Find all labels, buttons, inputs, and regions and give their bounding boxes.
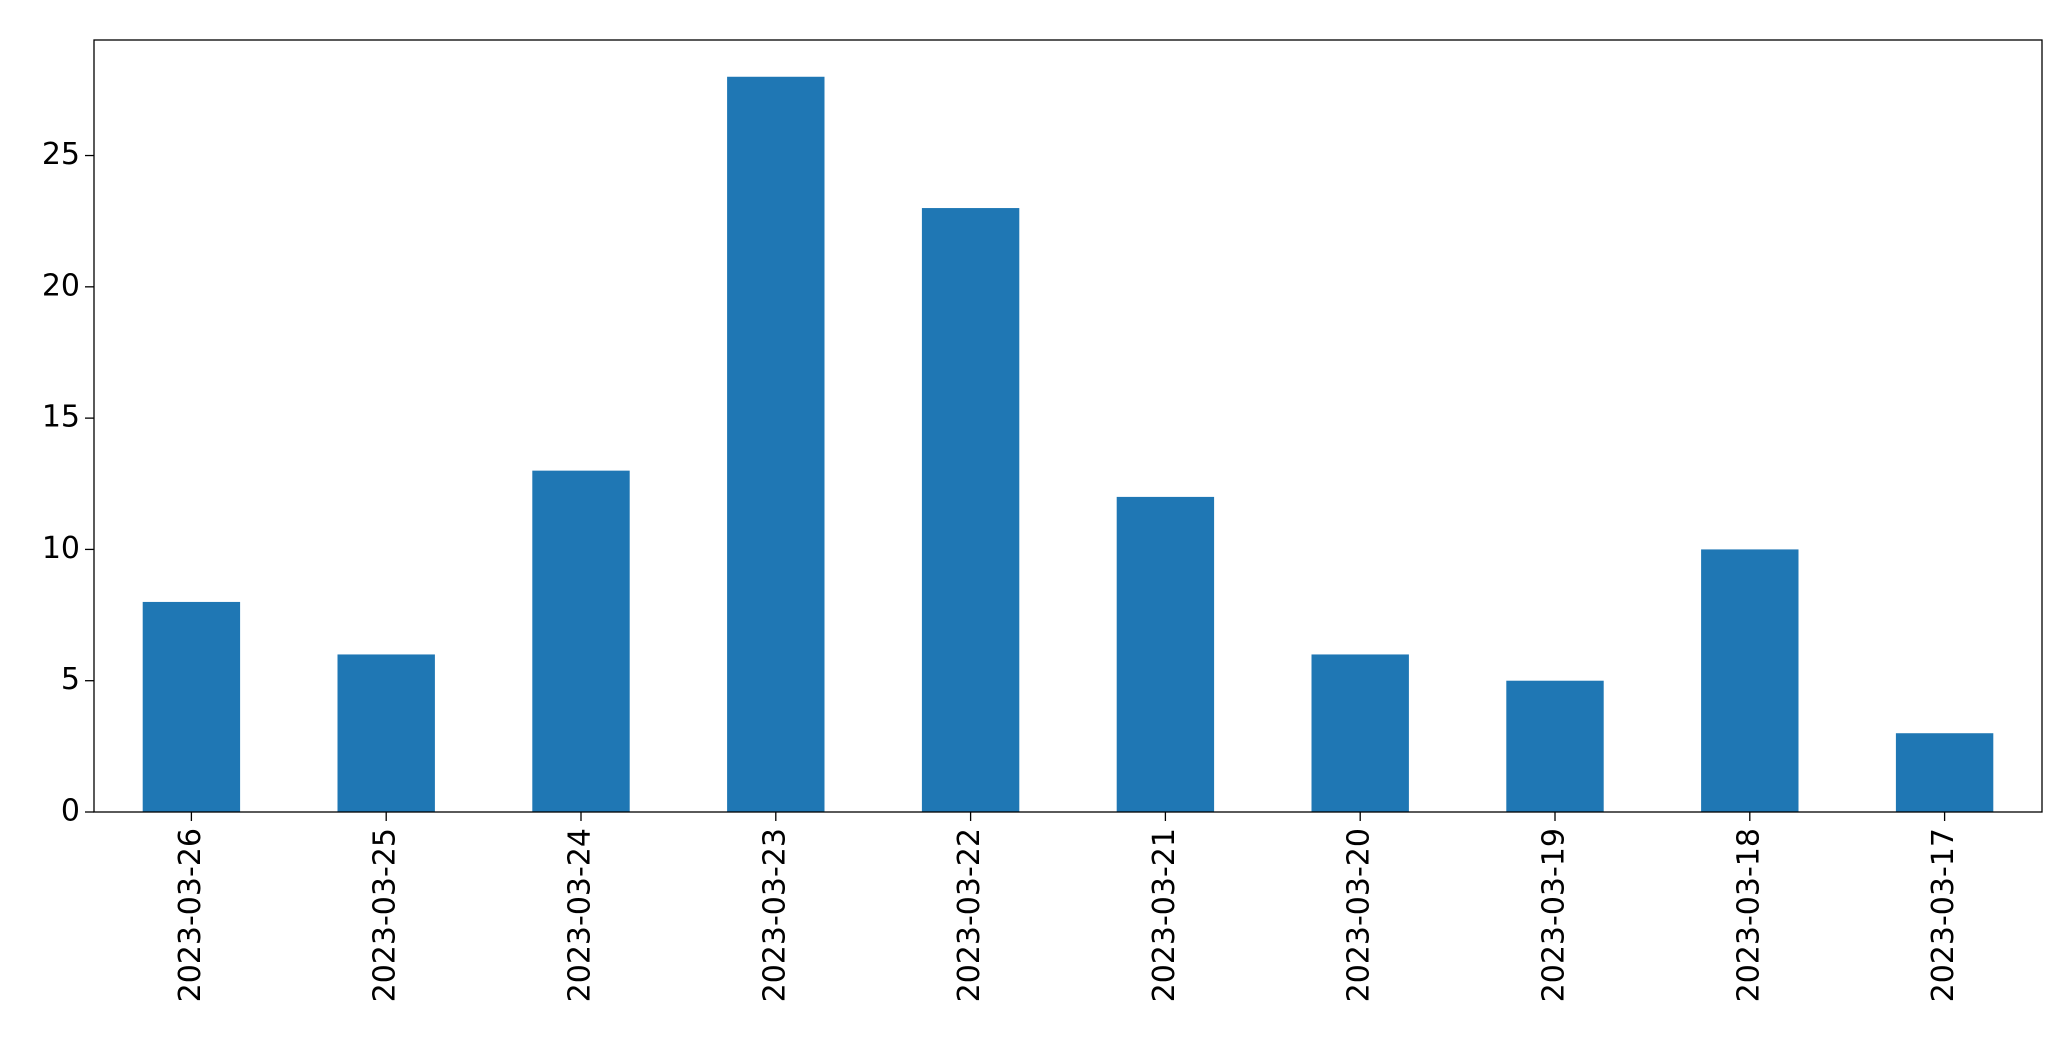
bar	[1506, 680, 1604, 812]
x-tick-label: 2023-03-25	[368, 828, 403, 1002]
y-tick-label: 25	[42, 137, 80, 172]
x-tick-label: 2023-03-20	[1342, 828, 1377, 1002]
x-tick-label: 2023-03-17	[1926, 828, 1961, 1002]
bar	[1311, 654, 1409, 812]
y-tick-label: 15	[42, 400, 80, 435]
plot-frame	[93, 39, 2043, 813]
bar	[142, 601, 241, 812]
bar	[921, 208, 1020, 812]
bar	[1701, 549, 1799, 812]
y-tick-label: 20	[42, 268, 80, 303]
x-tick-label: 2023-03-23	[757, 828, 792, 1002]
x-tick-label: 2023-03-19	[1537, 828, 1572, 1002]
x-tick-label: 2023-03-21	[1147, 828, 1182, 1002]
x-tick-label: 2023-03-24	[563, 828, 598, 1002]
y-tick-label: 5	[61, 662, 80, 697]
y-tick-label: 10	[42, 531, 80, 566]
y-tick-label: 0	[61, 794, 80, 829]
bar	[1895, 733, 1994, 812]
x-tick-label: 2023-03-26	[173, 828, 208, 1002]
x-tick-label: 2023-03-18	[1731, 828, 1766, 1002]
x-tick-label: 2023-03-22	[952, 828, 987, 1002]
bar	[337, 654, 435, 812]
bar	[727, 76, 825, 812]
bar	[1116, 496, 1215, 812]
bar	[532, 470, 630, 812]
